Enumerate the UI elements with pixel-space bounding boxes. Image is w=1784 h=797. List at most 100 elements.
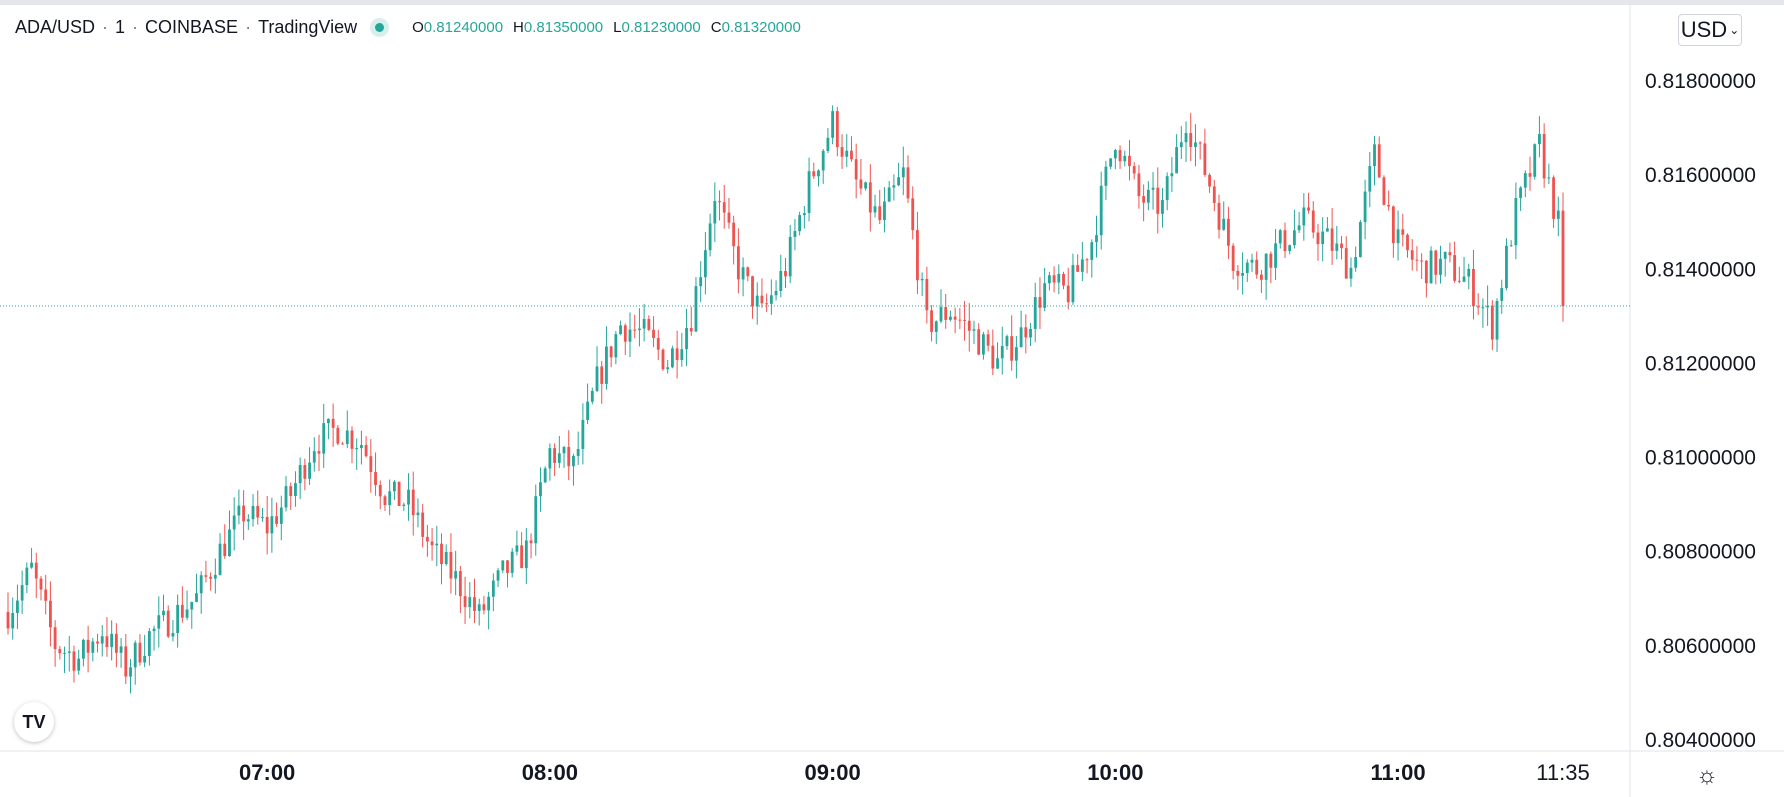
- candle-body: [817, 170, 820, 177]
- candlestick-chart[interactable]: 0.81800000 0.81600000 0.81400000 0.81200000…: [0, 5, 1784, 797]
- candle-body: [529, 540, 533, 544]
- candle-body: [656, 338, 660, 350]
- candle-body: [897, 177, 901, 186]
- candle-body: [378, 484, 382, 497]
- candle-body: [991, 345, 995, 369]
- candle-body: [1495, 300, 1499, 340]
- candle-body: [1457, 280, 1461, 282]
- candle-body: [341, 443, 344, 445]
- candle-body: [1109, 158, 1113, 167]
- candle-body: [30, 562, 33, 568]
- currency-button[interactable]: USD ⌄: [1678, 14, 1742, 46]
- candle-body: [298, 465, 302, 484]
- candle-body: [1184, 133, 1188, 143]
- candle-body: [666, 367, 670, 370]
- candle-body: [1194, 142, 1197, 147]
- candle-body: [831, 111, 835, 138]
- exchange: COINBASE: [145, 16, 239, 37]
- candle-body: [482, 604, 486, 611]
- candle-body: [1137, 173, 1141, 197]
- candle-body: [67, 651, 71, 653]
- candle-body: [449, 552, 453, 579]
- candle-body: [105, 636, 109, 648]
- candle-body: [567, 446, 571, 467]
- candle-body: [835, 111, 839, 148]
- candle-body: [110, 633, 114, 648]
- tradingview-logo-icon[interactable]: TV: [14, 702, 54, 742]
- gear-icon[interactable]: ☼: [1696, 762, 1718, 789]
- candle-body: [628, 329, 632, 342]
- candle-body: [586, 401, 590, 421]
- candle-body: [1509, 245, 1513, 247]
- candle-body: [468, 597, 472, 608]
- candle-body: [440, 543, 443, 565]
- candle-body: [864, 182, 868, 189]
- candle-body: [275, 516, 279, 524]
- candle-body: [1236, 270, 1240, 276]
- candle-body: [1104, 166, 1108, 186]
- candle-body: [1415, 259, 1419, 261]
- candle-body: [826, 137, 830, 151]
- candle-body: [416, 512, 420, 516]
- candle-body: [1283, 230, 1287, 252]
- candle-body: [1066, 285, 1070, 303]
- candle-body: [1062, 273, 1065, 286]
- candle-body: [1547, 177, 1551, 179]
- candle-body: [652, 329, 655, 339]
- candle-body: [807, 171, 811, 214]
- candle-body: [53, 627, 57, 650]
- candle-body: [190, 601, 194, 610]
- candle-body: [1505, 245, 1508, 289]
- candle-body: [1264, 253, 1268, 280]
- candle-body: [232, 515, 236, 530]
- candle-body: [854, 159, 858, 180]
- candle-body: [1043, 283, 1047, 308]
- symbol-legend[interactable]: ADA/USD · 1 · COINBASE · TradingView O0.…: [15, 16, 801, 37]
- candle-body: [1429, 250, 1433, 284]
- candle-body: [868, 182, 872, 213]
- candle-body: [1052, 275, 1056, 283]
- candle-body: [1000, 346, 1004, 359]
- candle-body: [944, 307, 948, 320]
- candle-body: [81, 639, 85, 659]
- candle-body: [72, 651, 76, 671]
- candle-body: [147, 631, 151, 656]
- candle-body: [185, 609, 189, 618]
- candle-body: [713, 201, 717, 224]
- price-tick-label: 0.81600000: [1645, 164, 1756, 187]
- candle-body: [223, 543, 227, 557]
- candle-body: [736, 246, 740, 280]
- candle-body: [96, 641, 99, 644]
- candle-body: [143, 655, 147, 663]
- candle-body: [1363, 191, 1367, 223]
- candle-body: [1401, 229, 1405, 235]
- candle-body: [1156, 187, 1160, 214]
- candle-body: [1382, 177, 1386, 205]
- candle-body: [218, 543, 222, 575]
- price-tick-label: 0.81200000: [1645, 352, 1756, 375]
- candle-body: [520, 545, 524, 569]
- candle-body: [138, 642, 142, 663]
- candle-body: [746, 267, 750, 277]
- candle-body: [981, 334, 985, 355]
- candle-body: [162, 610, 165, 616]
- candle-body: [1142, 196, 1146, 203]
- candle-body: [1260, 274, 1263, 280]
- candle-body: [821, 150, 825, 171]
- candle-body: [458, 571, 462, 597]
- candle-body: [1439, 258, 1442, 275]
- candle-body: [1316, 232, 1320, 245]
- candle-body: [355, 448, 359, 450]
- candle-body: [1467, 268, 1471, 277]
- candle-body: [1208, 174, 1212, 187]
- candle-body: [58, 649, 62, 654]
- time-tick-label: 10:00: [1087, 760, 1143, 785]
- candle-body: [152, 628, 156, 632]
- candle-body: [1113, 150, 1117, 159]
- candle-body: [491, 580, 495, 597]
- candle-body: [44, 589, 48, 601]
- candle-body: [1071, 265, 1075, 303]
- candle-body: [670, 348, 674, 368]
- time-tick-label: 07:00: [239, 760, 295, 785]
- candle-body: [609, 346, 613, 358]
